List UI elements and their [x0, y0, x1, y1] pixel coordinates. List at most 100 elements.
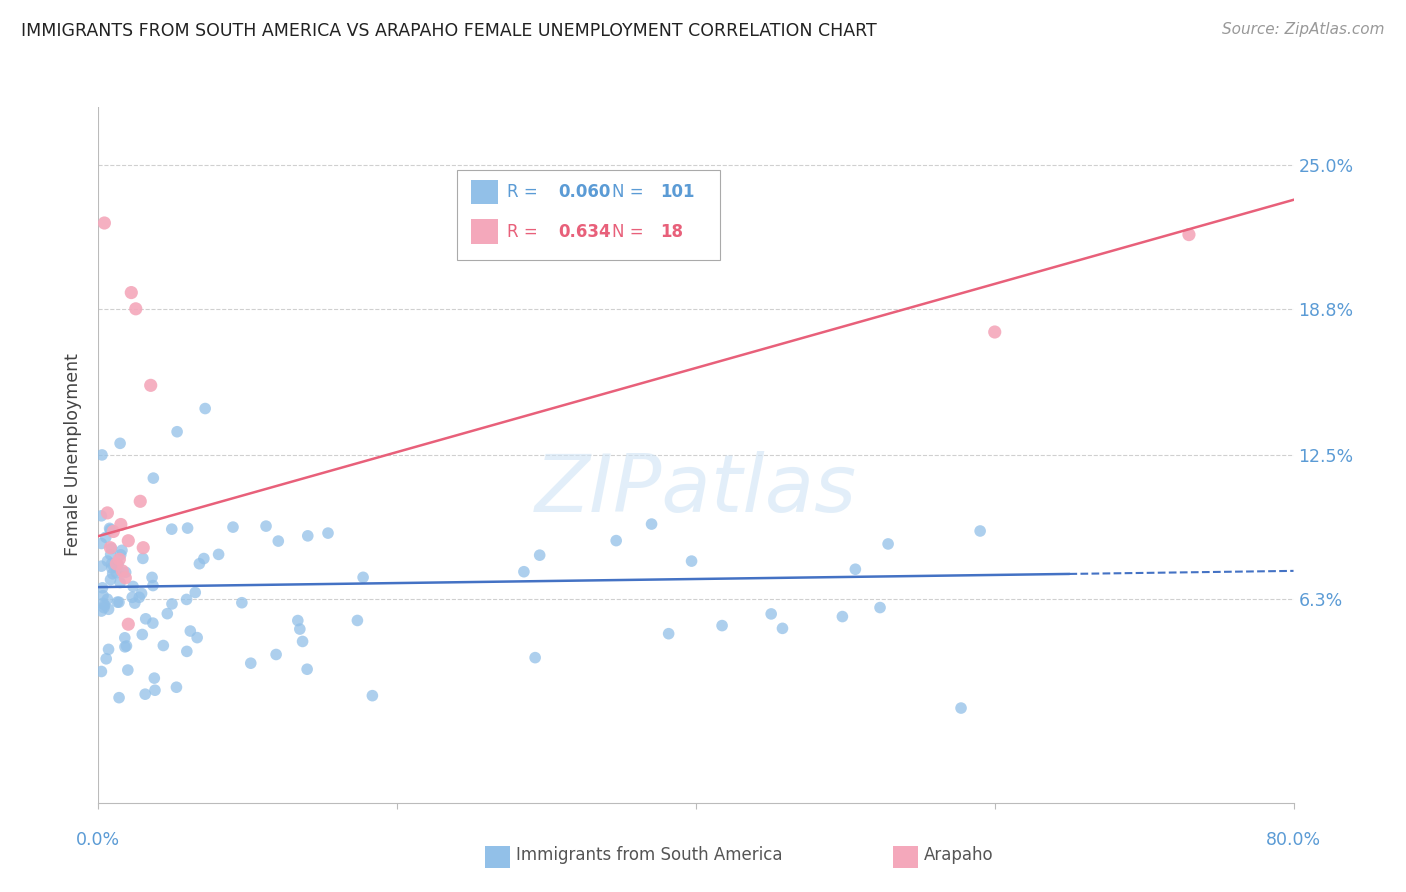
- Point: [117, 533, 139, 548]
- Point: [529, 548, 551, 562]
- Point: [103, 524, 125, 539]
- Point: [759, 607, 782, 621]
- Point: [135, 612, 157, 626]
- Point: [142, 616, 165, 631]
- Point: [186, 631, 208, 645]
- Point: [90, 508, 112, 523]
- Point: [346, 614, 368, 628]
- Point: [91, 596, 114, 610]
- Point: [91, 448, 114, 462]
- Point: [143, 671, 166, 685]
- Point: [122, 579, 145, 593]
- Point: [115, 639, 138, 653]
- Point: [100, 573, 122, 587]
- Point: [100, 541, 122, 556]
- Point: [969, 524, 991, 538]
- Point: [152, 639, 174, 653]
- Text: N =: N =: [613, 223, 650, 241]
- Point: [1178, 227, 1201, 242]
- Text: 0.0%: 0.0%: [76, 830, 121, 848]
- Text: Source: ZipAtlas.com: Source: ZipAtlas.com: [1222, 22, 1385, 37]
- FancyBboxPatch shape: [457, 169, 720, 260]
- Point: [141, 570, 163, 584]
- Point: [188, 557, 211, 571]
- Text: R =: R =: [508, 183, 543, 201]
- Point: [114, 571, 136, 585]
- Point: [524, 650, 547, 665]
- Text: 101: 101: [661, 183, 695, 201]
- Point: [165, 680, 187, 694]
- Point: [117, 617, 139, 632]
- Point: [142, 471, 165, 485]
- Point: [100, 523, 122, 537]
- Point: [179, 624, 201, 638]
- Point: [139, 378, 162, 392]
- Point: [194, 401, 217, 416]
- Point: [844, 562, 866, 576]
- Point: [114, 631, 136, 645]
- Point: [101, 566, 124, 581]
- Point: [166, 425, 188, 439]
- Point: [681, 554, 703, 568]
- Point: [297, 529, 319, 543]
- Point: [984, 325, 1007, 339]
- Point: [105, 595, 128, 609]
- Text: Immigrants from South America: Immigrants from South America: [516, 847, 783, 864]
- Point: [176, 592, 198, 607]
- Text: 80.0%: 80.0%: [1265, 830, 1322, 848]
- Point: [160, 522, 183, 536]
- Point: [91, 589, 114, 603]
- Point: [90, 559, 112, 574]
- Point: [98, 521, 121, 535]
- Point: [254, 519, 277, 533]
- Point: [156, 607, 179, 621]
- Point: [90, 604, 112, 618]
- Point: [125, 301, 148, 316]
- Point: [193, 551, 215, 566]
- Point: [108, 575, 131, 590]
- Text: Arapaho: Arapaho: [924, 847, 994, 864]
- Point: [352, 570, 374, 584]
- Point: [100, 557, 122, 571]
- Point: [267, 534, 290, 549]
- Point: [295, 662, 318, 676]
- Point: [287, 614, 309, 628]
- Point: [90, 536, 112, 550]
- Point: [132, 551, 155, 566]
- Point: [100, 541, 122, 555]
- Point: [513, 565, 536, 579]
- Point: [96, 592, 118, 607]
- Point: [93, 600, 115, 615]
- Point: [184, 585, 207, 599]
- Text: 0.060: 0.060: [558, 183, 612, 201]
- Point: [831, 609, 853, 624]
- Point: [264, 648, 287, 662]
- Point: [111, 543, 134, 558]
- Point: [711, 618, 734, 632]
- Bar: [471, 219, 498, 244]
- Point: [640, 517, 662, 532]
- Y-axis label: Female Unemployment: Female Unemployment: [65, 353, 83, 557]
- Point: [91, 581, 114, 595]
- Point: [291, 634, 314, 648]
- Point: [114, 566, 136, 580]
- Text: R =: R =: [508, 223, 543, 241]
- Text: IMMIGRANTS FROM SOUTH AMERICA VS ARAPAHO FEMALE UNEMPLOYMENT CORRELATION CHART: IMMIGRANTS FROM SOUTH AMERICA VS ARAPAHO…: [21, 22, 877, 40]
- Point: [90, 665, 112, 679]
- Point: [316, 526, 339, 541]
- Point: [97, 642, 120, 657]
- Point: [288, 622, 311, 636]
- Point: [96, 506, 118, 520]
- Point: [134, 687, 156, 701]
- Point: [93, 598, 115, 612]
- Point: [105, 557, 128, 571]
- Point: [131, 586, 153, 600]
- Point: [869, 600, 891, 615]
- Point: [121, 591, 143, 605]
- Point: [108, 552, 131, 566]
- Point: [110, 548, 132, 562]
- Point: [94, 530, 117, 544]
- Point: [108, 595, 131, 609]
- Point: [239, 657, 262, 671]
- Point: [111, 564, 134, 578]
